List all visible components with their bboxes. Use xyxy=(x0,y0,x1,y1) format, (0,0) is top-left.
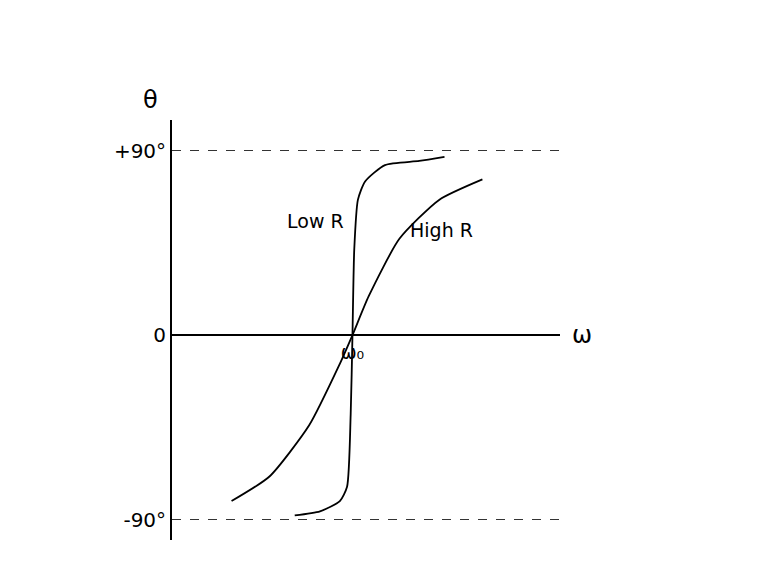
svg-text:Low R: Low R xyxy=(287,210,344,232)
svg-text:-90°: -90° xyxy=(123,508,166,532)
svg-text:ω: ω xyxy=(572,321,592,349)
svg-text:High R: High R xyxy=(410,219,473,241)
svg-text:0: 0 xyxy=(153,323,166,347)
svg-text:θ: θ xyxy=(143,86,158,114)
svg-text:+90°: +90° xyxy=(114,139,166,163)
svg-text:ω₀: ω₀ xyxy=(341,341,365,363)
